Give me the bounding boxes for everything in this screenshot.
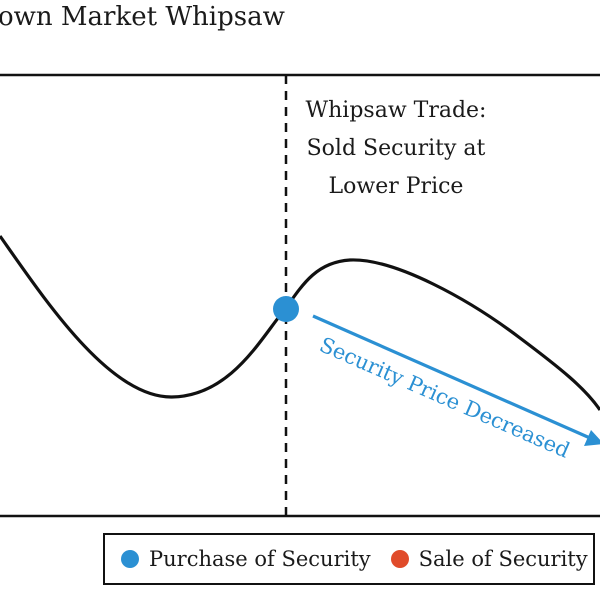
- price-curve: [0, 235, 600, 411]
- price-decrease-arrow-head: [584, 430, 600, 446]
- purchase-marker: [273, 296, 299, 322]
- purchase-dot-icon: [121, 550, 139, 568]
- sale-dot-icon: [390, 550, 409, 568]
- price-decrease-arrow-shaft: [312, 314, 591, 440]
- annotation-line-3: Lower Price: [328, 174, 464, 199]
- arrow-label: Security Price Decreased: [316, 333, 573, 463]
- annotation-line-2: Sold Security at: [306, 136, 486, 161]
- legend-item-purchase: Purchase of Security: [121, 547, 371, 571]
- legend-item-sale: Sale of Security: [390, 547, 588, 571]
- legend: Purchase of Security Sale of Security: [103, 533, 595, 585]
- annotation-line-1: Whipsaw Trade:: [305, 98, 487, 123]
- legend-label-sale: Sale of Security: [418, 547, 588, 571]
- diagram-title: own Market Whipsaw: [0, 2, 285, 32]
- whipsaw-annotation: Whipsaw Trade: Sold Security at Lower Pr…: [296, 92, 496, 206]
- legend-label-purchase: Purchase of Security: [149, 547, 371, 571]
